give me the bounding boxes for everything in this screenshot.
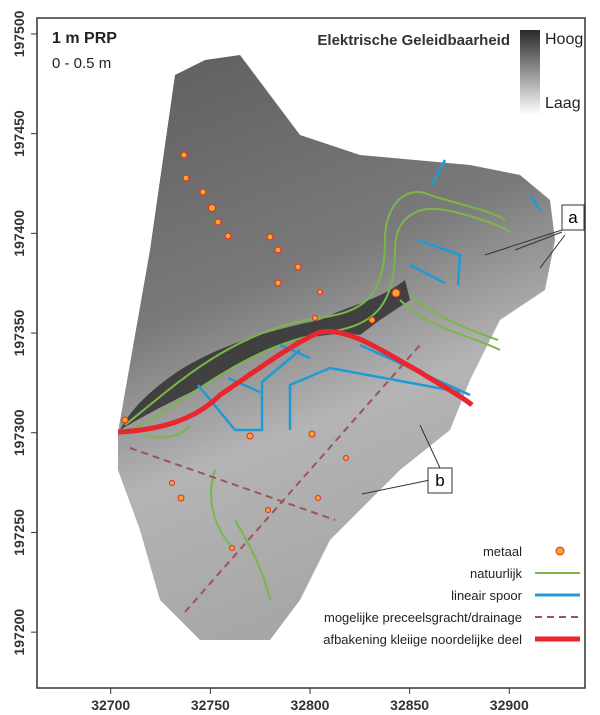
y-tick-label: 197350	[11, 309, 27, 356]
callout-label: a	[568, 208, 578, 227]
legend-label: afbakening kleiige noordelijke deel	[323, 632, 522, 647]
y-tick-label: 197300	[11, 409, 27, 456]
title: 1 m PRP	[52, 30, 117, 47]
y-tick-label: 197400	[11, 210, 27, 257]
x-tick-label: 32800	[291, 697, 330, 713]
scale-high: Hoog	[545, 31, 583, 48]
x-tick-label: 32750	[191, 697, 230, 713]
map: a b 1 m PRP 0 - 0.5 m Elektrische Geleid…	[0, 0, 600, 715]
page: a b 1 m PRP 0 - 0.5 m Elektrische Geleid…	[0, 0, 600, 715]
scale-low: Laag	[545, 95, 581, 112]
legend-symbol	[556, 547, 564, 555]
y-tick-label: 197250	[11, 509, 27, 556]
subtitle: 0 - 0.5 m	[52, 55, 111, 72]
x-tick-label: 32850	[390, 697, 429, 713]
color-scale	[520, 30, 540, 115]
legend-label: natuurlijk	[470, 566, 523, 581]
y-tick-label: 197500	[11, 10, 27, 57]
legend-label: mogelijke preceelsgracht/drainage	[324, 610, 522, 625]
variable-label: Elektrische Geleidbaarheid	[317, 32, 510, 49]
y-tick-label: 197450	[11, 110, 27, 157]
legend-label: lineair spoor	[451, 588, 522, 603]
x-tick-label: 32900	[490, 697, 529, 713]
y-tick-label: 197200	[11, 609, 27, 656]
callout-label: b	[435, 471, 444, 490]
legend-label: metaal	[483, 544, 522, 559]
x-tick-label: 32700	[91, 697, 130, 713]
